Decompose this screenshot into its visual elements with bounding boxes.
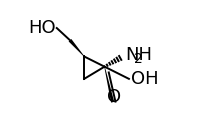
- Text: O: O: [107, 88, 121, 106]
- Text: HO: HO: [28, 19, 56, 37]
- Polygon shape: [69, 39, 84, 57]
- Text: 2: 2: [134, 51, 143, 65]
- Polygon shape: [104, 67, 114, 103]
- Text: NH: NH: [125, 46, 152, 64]
- Text: OH: OH: [131, 70, 159, 88]
